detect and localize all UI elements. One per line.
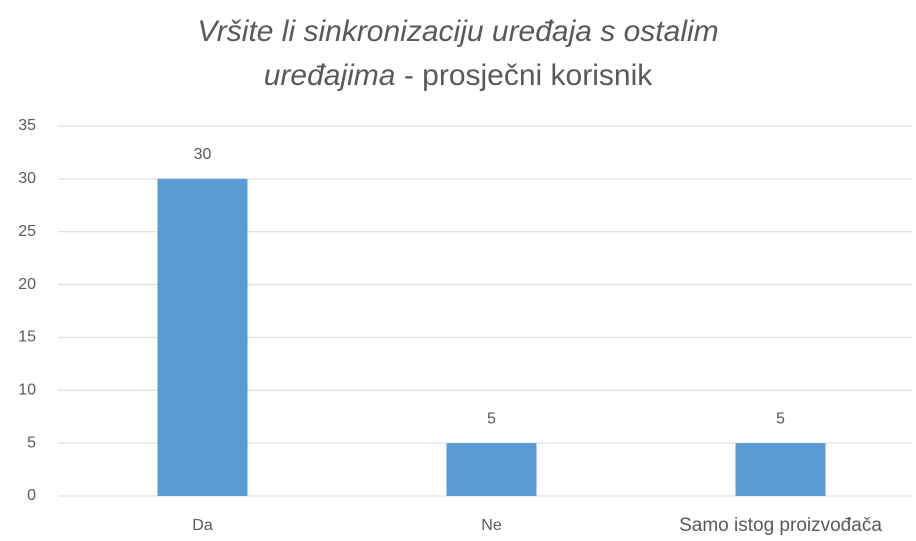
bar <box>735 443 826 496</box>
data-label: 5 <box>487 410 496 427</box>
data-label: 30 <box>194 146 212 163</box>
x-tick-label: Ne <box>481 517 502 534</box>
y-tick-label: 25 <box>18 223 36 240</box>
y-tick-label: 20 <box>18 276 36 293</box>
data-label: 5 <box>776 410 785 427</box>
bar <box>157 178 248 496</box>
x-tick-label: Da <box>192 517 213 534</box>
y-tick-label: 35 <box>18 117 36 134</box>
title-italic: Vršite li sinkronizaciju uređaja s ostal… <box>197 15 719 92</box>
y-tick-label: 10 <box>18 382 36 399</box>
y-tick-label: 5 <box>27 434 36 451</box>
y-tick-label: 0 <box>27 487 36 504</box>
title-normal: - prosječni korisnik <box>403 59 653 92</box>
chart-title: Vršite li sinkronizaciju uređaja s ostal… <box>148 10 768 98</box>
y-tick-label: 15 <box>18 329 36 346</box>
x-tick-label: Samo istog proizvođača <box>679 515 882 536</box>
bar <box>446 443 537 496</box>
y-tick-label: 30 <box>18 170 36 187</box>
